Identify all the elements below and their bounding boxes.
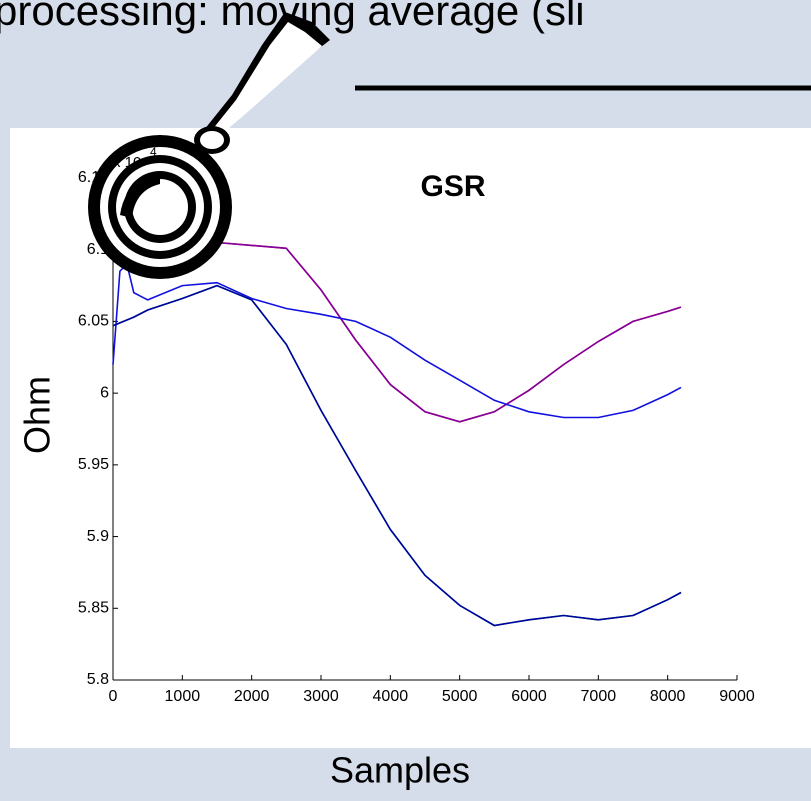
x-tick-label: 6000 — [511, 688, 547, 705]
y-tick-label: 5.95 — [78, 456, 109, 473]
series-line — [112, 262, 682, 419]
y-axis-label: Ohm — [17, 376, 58, 454]
x-tick-label: 5000 — [442, 688, 478, 705]
y-multiplier: x 10 — [113, 154, 141, 171]
x-tick-label: 2000 — [234, 688, 270, 705]
y-tick-label: 5.9 — [87, 528, 109, 545]
x-tick-label: 3000 — [303, 688, 339, 705]
series-line — [112, 284, 682, 627]
chart-title: GSR — [420, 170, 485, 203]
y-tick-label: 5.85 — [78, 600, 109, 617]
x-tick-label: 1000 — [165, 688, 201, 705]
magnifier-icon — [88, 12, 330, 279]
x-tick-label: 4000 — [373, 688, 409, 705]
x-tick-label: 7000 — [581, 688, 617, 705]
y-tick-label: 6.05 — [78, 313, 109, 330]
y-tick-label: 5.8 — [87, 671, 109, 688]
x-tick-label: 0 — [109, 688, 118, 705]
y-tick-label: 6 — [100, 384, 109, 401]
y-multiplier-exponent: 4 — [150, 145, 157, 159]
x-tick-label: 8000 — [650, 688, 686, 705]
x-axis-label: Samples — [330, 750, 470, 791]
x-tick-label: 9000 — [719, 688, 755, 705]
